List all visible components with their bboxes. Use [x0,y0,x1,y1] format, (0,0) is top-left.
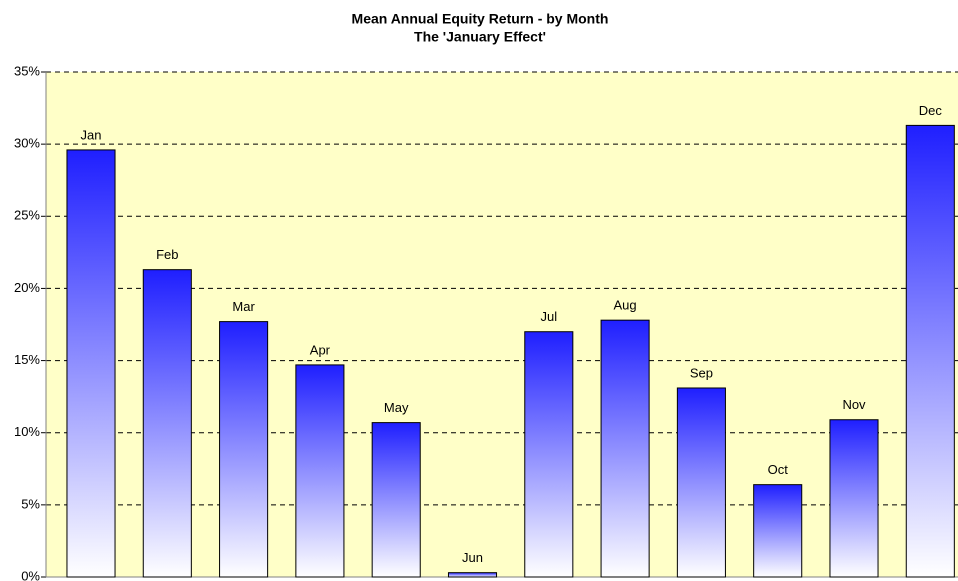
bar-label: Feb [156,247,178,262]
chart-title: Mean Annual Equity Return - by Month [352,11,609,27]
bar [447,572,498,578]
bar [905,124,955,578]
y-tick-label: 20% [14,280,40,295]
plot-area [46,72,958,577]
bar [142,269,192,578]
bar-label: Apr [310,342,331,357]
bar [829,419,879,578]
bar-label: Jan [81,127,102,142]
bar-label: Aug [614,298,637,313]
bar-label: Dec [919,103,943,118]
bar [295,364,345,578]
y-tick-label: 15% [14,352,40,367]
bar-label: Oct [768,462,789,477]
bar-label: Jul [540,309,557,324]
bar [676,387,726,578]
bar-label: Nov [842,397,866,412]
y-tick-label: 30% [14,136,40,151]
bar [524,331,574,578]
bar [753,484,803,578]
bar-label: May [384,400,409,415]
y-tick-label: 5% [21,496,40,511]
y-tick-label: 10% [14,424,40,439]
bar-label: Jun [462,550,483,565]
bar [371,422,421,578]
chart-subtitle: The 'January Effect' [414,29,546,45]
y-tick-label: 0% [21,568,40,581]
y-tick-label: 25% [14,208,40,223]
bar-label: Mar [232,299,255,314]
y-tick-label: 35% [14,63,40,78]
bar [66,149,116,578]
bar-label: Sep [690,365,713,380]
bar [219,321,269,578]
bar [600,319,650,578]
